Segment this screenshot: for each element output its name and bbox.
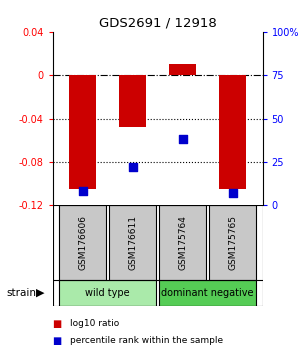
Text: percentile rank within the sample: percentile rank within the sample xyxy=(70,336,224,345)
Text: ■: ■ xyxy=(52,336,62,346)
Bar xyxy=(109,205,156,280)
Bar xyxy=(159,280,256,306)
Bar xyxy=(169,64,196,75)
Bar xyxy=(119,75,146,127)
Text: ■: ■ xyxy=(52,319,62,329)
Text: ▶: ▶ xyxy=(36,288,44,298)
Text: wild type: wild type xyxy=(85,288,130,298)
Point xyxy=(80,189,85,194)
Text: GSM176606: GSM176606 xyxy=(78,215,87,270)
Text: log10 ratio: log10 ratio xyxy=(70,319,120,329)
Point xyxy=(230,190,235,196)
Bar xyxy=(159,205,206,280)
Title: GDS2691 / 12918: GDS2691 / 12918 xyxy=(99,16,216,29)
Bar xyxy=(59,205,106,280)
Bar xyxy=(59,280,156,306)
Text: GSM175765: GSM175765 xyxy=(228,215,237,270)
Point xyxy=(130,164,135,170)
Bar xyxy=(209,205,256,280)
Text: GSM176611: GSM176611 xyxy=(128,215,137,270)
Bar xyxy=(219,75,246,189)
Point xyxy=(180,137,185,142)
Bar xyxy=(69,75,96,189)
Text: strain: strain xyxy=(6,288,36,298)
Text: dominant negative: dominant negative xyxy=(161,288,254,298)
Text: GSM175764: GSM175764 xyxy=(178,215,187,270)
